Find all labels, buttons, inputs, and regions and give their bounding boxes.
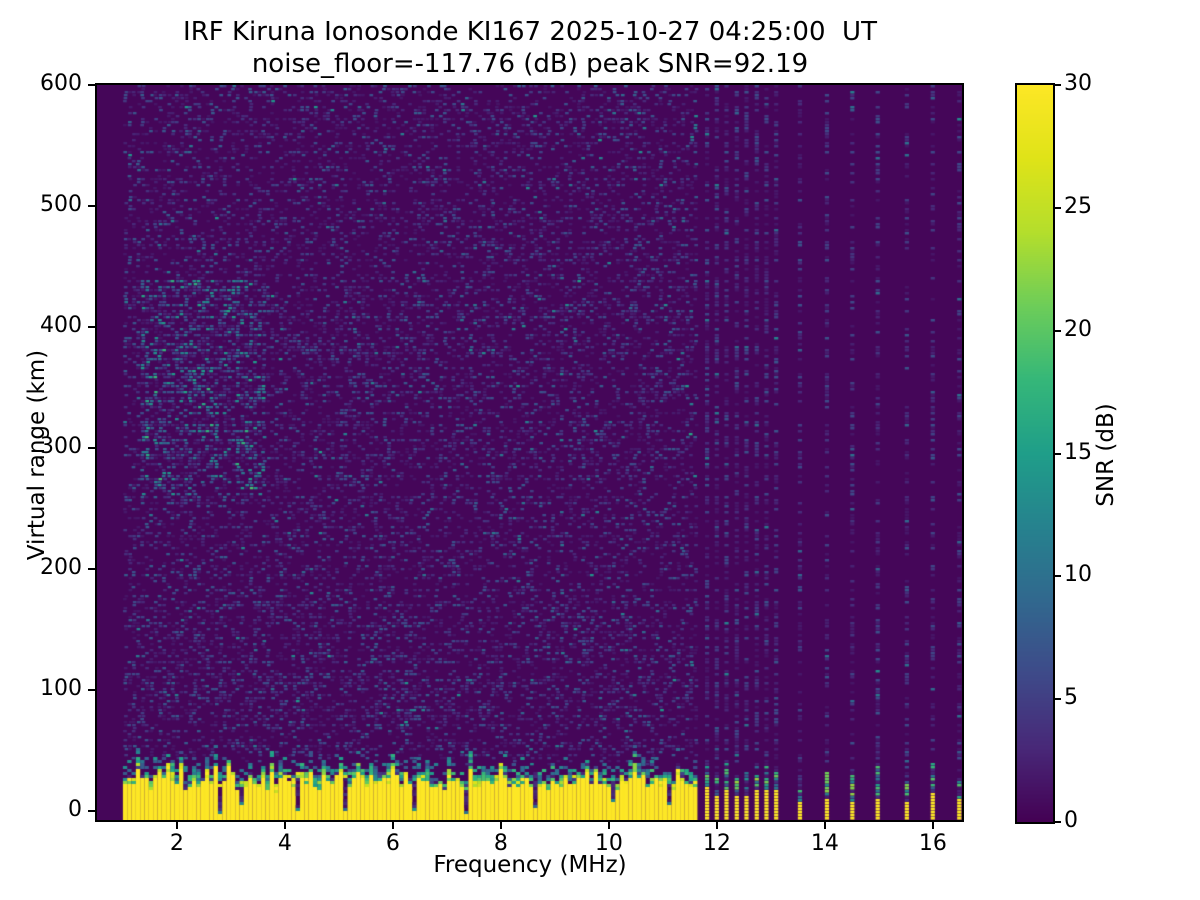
colorbar-tick bbox=[1055, 575, 1061, 578]
colorbar-tick bbox=[1055, 206, 1061, 209]
chart-title-block: IRF Kiruna Ionosonde KI167 2025-10-27 04… bbox=[97, 16, 963, 80]
chart-title: IRF Kiruna Ionosonde KI167 2025-10-27 04… bbox=[183, 17, 877, 47]
colorbar-tick bbox=[1055, 329, 1061, 332]
ionogram-heatmap-canvas bbox=[97, 85, 962, 820]
y-axis-tick bbox=[88, 688, 95, 691]
colorbar-tick bbox=[1055, 821, 1061, 823]
colorbar-tick bbox=[1055, 84, 1061, 86]
x-axis-label: Frequency (MHz) bbox=[433, 852, 627, 878]
chart-subtitle: noise_floor=-117.76 (dB) peak SNR=92.19 bbox=[251, 49, 809, 79]
x-axis-tick bbox=[715, 822, 718, 829]
y-axis-tick bbox=[88, 809, 95, 812]
y-axis-tick bbox=[88, 446, 95, 449]
colorbar-tick-label: 15 bbox=[1064, 439, 1092, 465]
colorbar-tick-label: 0 bbox=[1064, 808, 1078, 833]
x-axis-tick bbox=[283, 822, 286, 829]
x-axis-tick bbox=[607, 822, 610, 829]
y-tick-label: 0 bbox=[68, 796, 82, 822]
x-axis-tick bbox=[175, 822, 178, 829]
colorbar-canvas bbox=[1017, 85, 1053, 822]
x-axis-tick bbox=[391, 822, 394, 829]
colorbar-tick-label: 5 bbox=[1064, 685, 1078, 711]
plot-frame bbox=[95, 83, 964, 822]
y-axis-tick bbox=[88, 325, 95, 328]
colorbar-tick bbox=[1055, 698, 1061, 701]
y-axis-tick bbox=[88, 567, 95, 570]
y-axis-tick bbox=[88, 204, 95, 207]
colorbar-tick-label: 25 bbox=[1064, 193, 1092, 219]
y-tick-label: 500 bbox=[40, 191, 82, 217]
y-tick-label: 600 bbox=[40, 71, 82, 96]
colorbar-frame bbox=[1015, 83, 1055, 824]
y-tick-label: 100 bbox=[40, 675, 82, 701]
y-axis-label: Virtual range (km) bbox=[24, 349, 50, 561]
x-axis-tick bbox=[931, 822, 934, 829]
x-axis-tick bbox=[823, 822, 826, 829]
colorbar-tick-label: 10 bbox=[1064, 562, 1092, 588]
y-axis-tick bbox=[88, 84, 95, 86]
colorbar-label: SNR (dB) bbox=[1093, 403, 1119, 507]
x-axis-tick bbox=[499, 822, 502, 829]
colorbar-tick-label: 30 bbox=[1064, 71, 1092, 96]
colorbar-tick bbox=[1055, 452, 1061, 455]
colorbar-tick-label: 20 bbox=[1064, 316, 1092, 342]
y-tick-label: 400 bbox=[40, 312, 82, 338]
